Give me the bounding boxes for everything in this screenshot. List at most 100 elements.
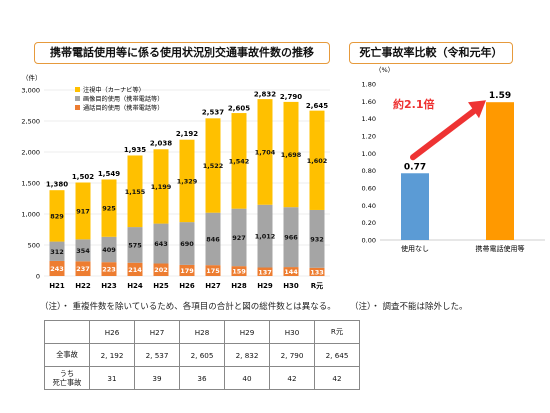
bar-segment <box>283 267 299 276</box>
table-cell: 42 <box>314 366 360 390</box>
total-label: 2,038 <box>150 140 172 148</box>
data-label: 917 <box>76 207 90 215</box>
x-tick-label: H23 <box>101 282 117 290</box>
x-tick-label: H24 <box>127 282 143 290</box>
bar-segment <box>257 99 273 205</box>
bar-segment <box>101 179 117 237</box>
table-row-label: うち 死亡事故 <box>44 366 90 390</box>
y-tick-label: 1.80 <box>362 81 376 89</box>
y-tick-label: 2,000 <box>21 149 40 157</box>
bar-segment <box>205 265 221 276</box>
bar-segment <box>75 261 91 276</box>
legend-label: 注視中（カーナビ等） <box>83 86 145 94</box>
data-label: 175 <box>206 267 220 275</box>
bar-segment <box>153 263 169 276</box>
data-label: 1,542 <box>229 157 250 165</box>
bar-segment <box>179 139 195 223</box>
bar-segment <box>127 227 143 263</box>
table-row-label: 全事故 <box>44 343 90 367</box>
table-header-corner <box>44 320 90 344</box>
bar-segment <box>49 260 65 276</box>
accident-table: H26 H27 H28 H29 H30 R元 全事故 2, 192 2, 537… <box>44 320 360 390</box>
y-tick-label: 1,500 <box>21 180 40 188</box>
total-label: 1,935 <box>124 146 146 154</box>
table-cell: 2, 790 <box>269 343 315 367</box>
data-label: 237 <box>76 265 90 273</box>
y-unit-label: （件） <box>22 73 42 82</box>
y-tick-label: 0.80 <box>362 167 376 175</box>
bar-segment <box>257 204 273 268</box>
x-tick-label: H30 <box>283 282 299 290</box>
total-label: 2,192 <box>176 130 198 138</box>
ratio-annotation: 約2.1倍 <box>393 97 435 111</box>
total-label: 1,380 <box>46 180 68 188</box>
legend-label: 画像目的使用（携帯電話等） <box>83 95 163 103</box>
data-label: 409 <box>102 246 116 254</box>
total-label: 2,832 <box>254 90 276 98</box>
total-label: 2,790 <box>280 93 302 101</box>
bar <box>401 173 429 240</box>
y-tick-label: 1.40 <box>362 115 376 123</box>
data-label: 575 <box>128 241 142 249</box>
y-tick-label: 0 <box>36 273 40 281</box>
data-label: 690 <box>180 240 194 248</box>
data-label: 925 <box>102 205 116 213</box>
total-label: 2,645 <box>306 102 328 110</box>
data-label: 829 <box>50 212 64 220</box>
bar-segment <box>179 264 195 276</box>
bar-segment <box>283 207 299 268</box>
table-cell: 36 <box>179 366 225 390</box>
data-label: 133 <box>310 268 324 276</box>
table-cell: 31 <box>89 366 135 390</box>
x-tick-label: 使用なし <box>401 244 429 253</box>
data-label: 1,329 <box>177 177 198 185</box>
table-cell: 2, 537 <box>134 343 180 367</box>
data-label: 144 <box>284 268 298 276</box>
bar-segment <box>231 208 247 267</box>
table-cell: 2, 605 <box>179 343 225 367</box>
table-cell: 2, 192 <box>89 343 135 367</box>
bar-segment <box>127 262 143 276</box>
bar-segment <box>309 209 325 268</box>
y-tick-label: 0.20 <box>362 219 376 227</box>
total-label: 1,502 <box>72 173 94 181</box>
y-tick-label: 1.00 <box>362 150 376 158</box>
total-label: 1,549 <box>98 170 120 178</box>
x-tick-label: H28 <box>231 282 247 290</box>
x-tick-label: H22 <box>75 282 91 290</box>
bar-segment <box>49 241 65 261</box>
stacked-bar-chart: （件） 0 500 1,000 1,500 2,000 2,500 3,000 243 312 82… <box>21 73 330 290</box>
y-unit-label: （%） <box>375 66 394 74</box>
data-label: 1,012 <box>255 233 276 241</box>
table-header-cell: H26 <box>89 320 135 344</box>
y-tick-label: 0.60 <box>362 185 376 193</box>
table-header-row: H26 H27 H28 H29 H30 R元 <box>44 320 360 344</box>
data-label: 1.59 <box>489 91 511 101</box>
x-tick-label: 携帯電話使用等 <box>476 244 525 253</box>
data-label: 312 <box>50 248 64 256</box>
table-cell: 40 <box>224 366 270 390</box>
right-chart-title: 死亡事故率比較（令和元年） <box>349 42 513 64</box>
x-tick-label: H29 <box>257 282 273 290</box>
data-label: 214 <box>128 266 142 274</box>
data-label: 1,199 <box>151 183 172 191</box>
comparison-arrow <box>410 107 478 161</box>
data-label: 643 <box>154 240 168 248</box>
table-header-cell: R元 <box>314 320 360 344</box>
table-row: 全事故 2, 192 2, 537 2, 605 2, 832 2, 790 2… <box>44 343 360 367</box>
table-header-cell: H29 <box>224 320 270 344</box>
x-tick-label: H25 <box>153 282 169 290</box>
x-tick-label: H21 <box>49 282 65 290</box>
table-header-cell: H27 <box>134 320 180 344</box>
data-label: 1,698 <box>281 151 302 159</box>
data-label: 966 <box>284 234 298 242</box>
total-label: 2,537 <box>202 109 224 117</box>
data-label: 846 <box>206 235 220 243</box>
y-tick-label: 1.20 <box>362 133 376 141</box>
bar-segment <box>231 266 247 276</box>
arrow-head-icon <box>468 100 486 119</box>
data-label: 932 <box>310 235 324 243</box>
data-label: 202 <box>154 266 168 274</box>
y-tick-label: 500 <box>28 242 40 250</box>
data-label: 223 <box>102 266 116 274</box>
